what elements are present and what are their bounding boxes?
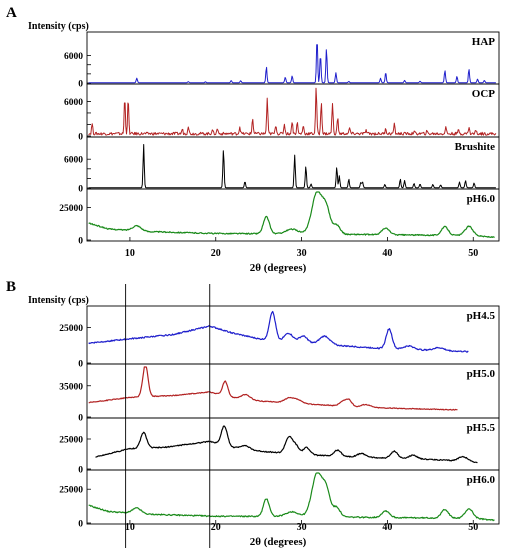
x-tick-label: 40 xyxy=(382,248,392,259)
series-label: pH6.0 xyxy=(467,474,496,486)
subplot-ph55: 0 25000 pH5.5 xyxy=(59,417,500,476)
y-tick-label: 0 xyxy=(78,80,83,90)
x-tick-label: 40 xyxy=(382,522,392,533)
panel-b-ylabel: Intensity (cps) xyxy=(28,295,89,306)
y-tick-label: 0 xyxy=(78,414,83,424)
x-tick-label: 30 xyxy=(297,522,307,533)
x-tick-label: 50 xyxy=(468,522,478,533)
series-label: HAP xyxy=(472,36,496,48)
y-tick-label: 0 xyxy=(78,133,83,143)
series-label: pH5.0 xyxy=(467,368,496,380)
subplot-ph60: 0 25000 pH6.0 xyxy=(59,188,500,247)
series-line-ph60 xyxy=(88,472,495,522)
subplot-hap: 0 6000 HAP xyxy=(64,31,500,90)
series-line-hap xyxy=(88,44,496,84)
y-tick-label: 6000 xyxy=(64,52,83,62)
panel-a-label: A xyxy=(6,5,17,21)
y-tick-label: 0 xyxy=(78,185,83,195)
subplot-frame xyxy=(86,31,500,85)
y-tick-label: 25000 xyxy=(59,436,83,446)
subplot-frame xyxy=(86,305,500,365)
y-tick-label: 0 xyxy=(78,360,83,370)
series-label: Brushite xyxy=(455,141,495,153)
x-tick-label: 20 xyxy=(211,522,221,533)
series-line-ph55 xyxy=(95,425,478,464)
y-tick-label: 0 xyxy=(78,520,83,530)
series-label: pH5.5 xyxy=(467,422,496,434)
x-tick-label: 10 xyxy=(125,522,135,533)
panel-a-xlabel: 2θ (degrees) xyxy=(250,262,307,274)
subplot-ocp: 0 6000 OCP xyxy=(64,83,500,143)
panel-a-ylabel: Intensity (cps) xyxy=(28,21,89,32)
subplot-frame xyxy=(86,188,500,242)
series-line-ph50 xyxy=(88,366,458,411)
series-line-brushite xyxy=(88,144,496,189)
series-label: OCP xyxy=(472,88,496,100)
series-line-ph45 xyxy=(88,310,469,353)
panel-b-plot: 0 25000 pH4.5 0 35000 pH5.0 0 25000 pH5.5 0 25000 p… xyxy=(59,284,500,548)
y-tick-label: 0 xyxy=(78,237,83,247)
x-tick-label: 10 xyxy=(125,248,135,259)
y-tick-label: 25000 xyxy=(59,204,83,214)
panel-a-plot: 0 6000 HAP 0 6000 OCP 0 6000 Brushite 0 25000 pH6.0… xyxy=(59,31,500,259)
x-tick-label: 50 xyxy=(468,248,478,259)
x-tick-label: 30 xyxy=(297,248,307,259)
panel-b-xlabel: 2θ (degrees) xyxy=(250,536,307,548)
y-tick-label: 6000 xyxy=(64,156,83,166)
x-tick-label: 20 xyxy=(211,248,221,259)
series-line-ocp xyxy=(88,87,497,136)
y-tick-label: 0 xyxy=(78,466,83,476)
y-tick-label: 25000 xyxy=(59,486,83,496)
subplot-frame xyxy=(86,469,500,525)
y-tick-label: 6000 xyxy=(64,98,83,108)
y-tick-label: 25000 xyxy=(59,324,83,334)
panel-b-label: B xyxy=(6,279,16,295)
series-line-ph60 xyxy=(88,191,495,239)
series-label: pH4.5 xyxy=(467,310,496,322)
series-label: pH6.0 xyxy=(467,193,496,205)
subplot-brushite: 0 6000 Brushite xyxy=(64,136,500,195)
subplot-ph60: 0 25000 pH6.0 xyxy=(59,469,500,530)
y-tick-label: 35000 xyxy=(59,382,83,392)
